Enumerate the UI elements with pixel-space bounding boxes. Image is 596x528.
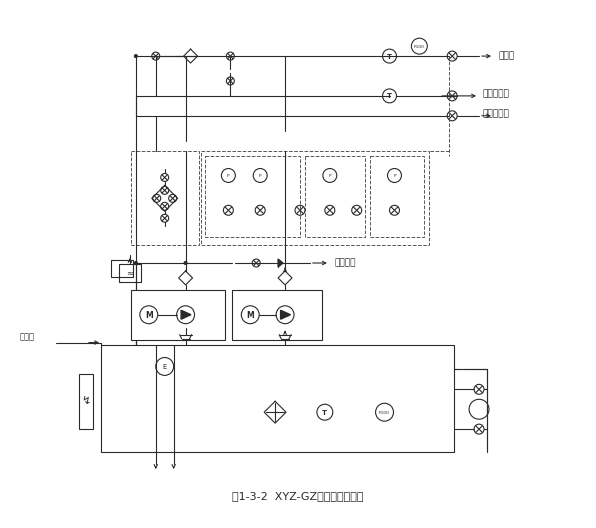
Bar (206, 156, 300, 237)
Bar (200, 150, 429, 245)
Text: T: T (322, 410, 327, 416)
Text: T: T (387, 54, 392, 60)
Bar (131, 150, 198, 245)
Text: P: P (259, 174, 262, 178)
Polygon shape (181, 310, 191, 319)
Text: ↯: ↯ (82, 397, 91, 406)
Circle shape (184, 261, 187, 265)
Text: T: T (387, 93, 392, 99)
Bar (305, 156, 365, 237)
Bar (131, 290, 225, 340)
Circle shape (134, 54, 137, 58)
Text: 图1-3-2  XYZ-GZ型稀油站原理图: 图1-3-2 XYZ-GZ型稀油站原理图 (232, 491, 364, 501)
Circle shape (134, 261, 137, 265)
Bar (101, 345, 454, 452)
Text: 冷却水进口: 冷却水进口 (482, 89, 509, 98)
Text: P100: P100 (414, 45, 425, 49)
Text: ≈: ≈ (126, 268, 134, 277)
Text: P: P (393, 174, 396, 178)
Polygon shape (278, 259, 283, 267)
Bar (232, 290, 322, 340)
Bar (370, 156, 424, 237)
Text: 冷却水出口: 冷却水出口 (482, 109, 509, 118)
Text: M: M (145, 311, 153, 320)
Bar (119, 264, 141, 282)
Text: P: P (328, 174, 331, 178)
Text: M: M (246, 311, 254, 320)
Text: 回油口: 回油口 (20, 333, 35, 342)
Bar (79, 374, 93, 429)
Text: P100: P100 (379, 411, 390, 414)
Text: 供油口: 供油口 (499, 52, 515, 61)
Bar (111, 260, 133, 277)
Text: P: P (227, 174, 229, 178)
Polygon shape (281, 310, 290, 319)
Text: E: E (163, 364, 167, 370)
Text: 排污油口: 排污油口 (335, 259, 356, 268)
